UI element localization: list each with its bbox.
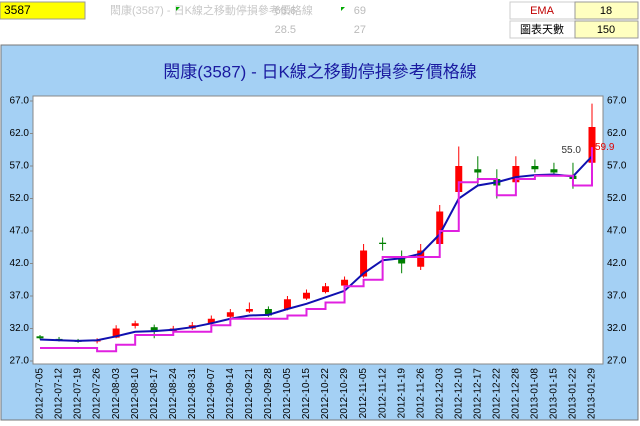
y-tick-label: 27.0 [10,356,30,367]
days-value: 150 [597,24,615,36]
candle-body [379,242,387,244]
days-cell[interactable] [574,20,639,39]
cell-marker [341,7,345,11]
candle-body [150,327,158,332]
x-tick-label: 2013-01-15 [549,368,560,420]
x-tick-label: 2012-09-14 [225,368,236,420]
candle-body [283,299,291,309]
x-tick-label: 2012-07-12 [54,368,65,420]
y2-tick-label: 52.0 [607,193,627,204]
x-tick-label: 2012-07-19 [73,368,84,420]
y-tick-label: 67.0 [10,96,30,107]
x-tick-label: 2012-08-10 [130,368,141,420]
cell-marker [176,7,180,11]
ema-cell[interactable] [574,1,639,20]
y-tick-label: 62.0 [10,128,30,139]
x-tick-label: 2012-11-05 [358,368,369,419]
y-tick-label: 52.0 [10,193,30,204]
candle-body [245,309,253,312]
annotation: 59.9 [595,142,615,153]
y-tick-label: 37.0 [10,291,30,302]
x-tick-label: 2012-10-29 [339,368,350,420]
x-tick-label: 2012-09-28 [263,368,274,420]
x-tick-label: 2012-09-07 [206,368,217,420]
candle-body [36,336,44,339]
low-round: 27 [354,24,366,36]
annotation: 55.0 [561,145,581,156]
x-tick-label: 2012-10-15 [301,368,312,420]
candle-body [264,309,272,316]
x-tick-label: 2012-12-28 [511,368,522,420]
y2-tick-label: 57.0 [607,161,627,172]
x-tick-label: 2012-07-26 [92,368,103,420]
x-tick-label: 2012-10-05 [282,368,293,420]
y-tick-label: 42.0 [10,258,30,269]
ema-label: EMA [530,5,555,17]
x-tick-label: 2012-08-31 [187,368,198,420]
y-tick-label: 32.0 [10,323,30,334]
candle-body [550,169,558,173]
x-tick-label: 2012-12-17 [472,368,483,420]
x-tick-label: 2012-10-22 [320,368,331,420]
x-tick-label: 2012-12-22 [491,368,502,420]
x-tick-label: 2012-11-26 [415,368,426,419]
code-cell[interactable] [0,1,86,20]
candle-body [112,328,120,338]
y2-tick-label: 62.0 [607,128,627,139]
high-round: 69 [354,5,366,17]
candle-body [531,166,539,170]
candle-body [322,286,330,293]
x-tick-label: 2012-11-19 [396,368,407,419]
y2-tick-label: 67.0 [607,96,627,107]
x-tick-label: 2012-08-03 [111,368,122,420]
candle-body [398,257,406,264]
code: 3587 [4,3,31,17]
plot-area [32,95,604,365]
x-tick-label: 2013-01-22 [568,368,579,420]
candle-body [588,127,596,163]
x-tick-label: 2012-08-17 [149,368,160,420]
x-tick-label: 2013-01-29 [587,368,598,420]
candle-body [226,312,234,317]
candle-body [455,166,463,192]
candle-body [474,169,482,173]
y-tick-label: 47.0 [10,226,30,237]
sheet-title: 閎康(3587) - 日K線之移動停損參考價格線 [110,3,313,17]
candle-body [131,323,139,326]
x-tick-label: 2012-12-10 [453,368,464,420]
candle-body [302,292,310,299]
candle-body [360,250,368,277]
series-line [40,147,593,353]
days-label: 圖表天數 [520,22,564,36]
candle-body [341,279,349,286]
y2-tick-label: 27.0 [607,356,627,367]
candle-body [512,166,520,183]
x-tick-label: 2012-12-03 [434,368,445,420]
low-value: 28.5 [275,24,296,36]
y2-tick-label: 47.0 [607,226,627,237]
x-tick-label: 2012-08-24 [168,368,179,420]
high-value: 66.6 [275,5,296,17]
chart-title: 閎康(3587) - 日K線之移動停損參考價格線 [163,62,477,81]
x-tick-label: 2012-07-05 [35,368,46,420]
ema-value: 18 [600,5,612,17]
x-tick-label: 2012-09-21 [244,368,255,420]
candle-body [207,318,215,324]
x-tick-label: 2012-11-12 [377,368,388,419]
y2-tick-label: 42.0 [607,258,627,269]
series-line [39,155,593,342]
y2-tick-label: 37.0 [607,291,627,302]
candle-body [436,211,444,244]
y2-tick-label: 32.0 [607,323,627,334]
y-tick-label: 57.0 [10,161,30,172]
candle-body [417,250,425,267]
x-tick-label: 2013-01-08 [530,368,541,420]
